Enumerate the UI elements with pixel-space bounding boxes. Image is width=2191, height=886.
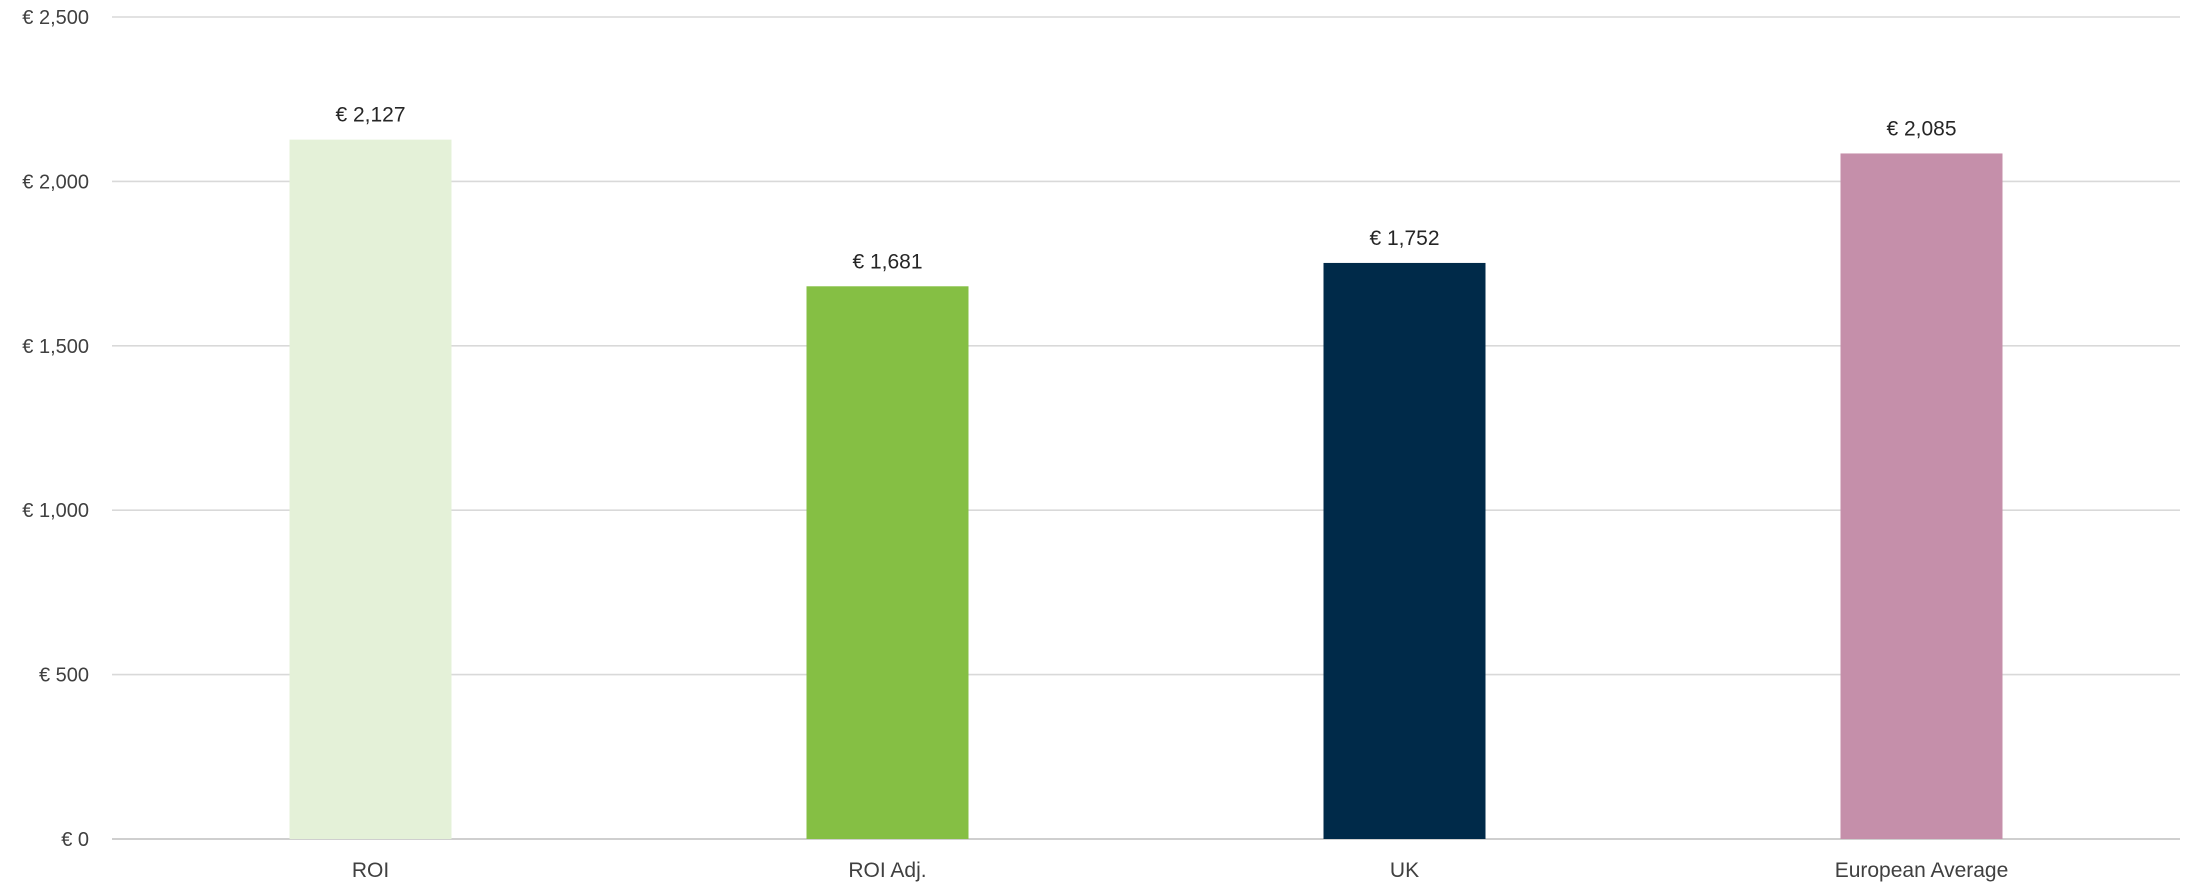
category-label: European Average [1835, 859, 2009, 882]
bar [1323, 262, 1486, 840]
y-axis-tick-labels: € 0 € 500 € 1,000 € 1,500 € 2,000 € 2,500 [22, 7, 89, 851]
bar [1840, 153, 2003, 839]
category-label: ROI Adj. [848, 859, 926, 882]
bar [289, 139, 452, 839]
gridlines [112, 16, 2180, 840]
y-tick-label: € 500 [39, 665, 89, 687]
y-tick-label: € 1,000 [22, 500, 89, 522]
y-tick-label: € 2,500 [22, 7, 89, 29]
data-labels: € 2,127 € 1,681 € 1,752 € 2,085 [335, 104, 1956, 274]
category-label: UK [1390, 859, 1419, 882]
bars [289, 139, 2003, 840]
y-tick-label: € 0 [61, 829, 89, 851]
data-label: € 1,752 [1369, 227, 1439, 250]
data-label: € 2,127 [335, 104, 405, 127]
category-label: ROI [352, 859, 389, 882]
x-axis-category-labels: ROI ROI Adj. UK European Average [352, 859, 2008, 882]
y-tick-label: € 2,000 [22, 171, 89, 193]
data-label: € 1,681 [852, 250, 922, 273]
data-label: € 2,085 [1886, 117, 1956, 140]
bar [806, 286, 969, 839]
y-tick-label: € 1,500 [22, 336, 89, 358]
